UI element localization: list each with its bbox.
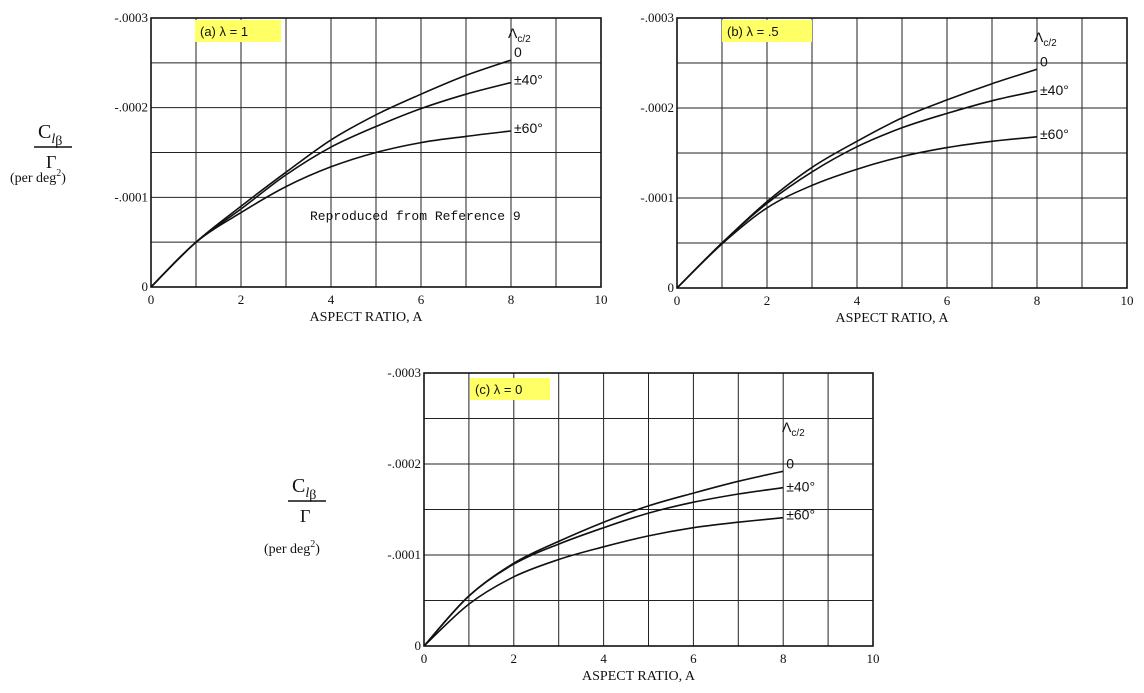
- series-label: ±40°: [786, 479, 815, 495]
- plot-frame: [423, 372, 874, 647]
- y-label-units-sup: 2: [310, 539, 315, 550]
- y-tick-label: -.0003: [114, 10, 148, 25]
- series-line: [150, 130, 512, 288]
- x-tick-label: 10: [595, 292, 608, 307]
- panel-label-highlight: [722, 20, 812, 42]
- series-label: 0: [786, 455, 794, 471]
- panel-label: (b) λ = .5: [727, 24, 779, 39]
- panel-b: 0 2 4 6 8 10 0 -.0001 -.0002 -.0003 ASPECT RATIO, …: [640, 10, 1133, 326]
- x-tick-label: 2: [764, 293, 771, 308]
- x-axis-label: ASPECT RATIO, A: [836, 311, 950, 326]
- x-tick-label: 8: [780, 651, 787, 666]
- x-tick-label: 0: [674, 293, 681, 308]
- panel-c: 0 2 4 6 8 10 0 -.0001 -.0002 -.0003 ASPECT RATIO, …: [387, 365, 879, 684]
- x-tick-label: 6: [944, 293, 951, 308]
- y-label-sub-beta: β: [55, 134, 62, 149]
- svg-text:Clβ: Clβ: [38, 121, 62, 149]
- series-line: [423, 516, 784, 647]
- plot-frame: [676, 17, 1128, 289]
- y-tick-label: -.0002: [640, 100, 674, 115]
- y-label-units-prefix: (per deg: [264, 542, 310, 557]
- y-tick-label: -.0003: [387, 365, 421, 380]
- series-label: ±40°: [514, 72, 543, 88]
- y-label-main: C: [292, 475, 305, 497]
- panel-label-highlight: [195, 20, 281, 42]
- x-tick-label: 2: [238, 292, 245, 307]
- series-line: [423, 486, 784, 647]
- y-tick-label: 0: [415, 638, 422, 653]
- y-label-main: C: [38, 121, 51, 143]
- y-label-units-sup: 2: [56, 168, 61, 179]
- x-tick-label: 10: [1121, 293, 1134, 308]
- y-label-units-suffix: ): [61, 171, 66, 186]
- y-tick-label: -.0002: [114, 100, 148, 115]
- y-label-denominator: Γ: [300, 506, 310, 526]
- series-label: ±60°: [514, 120, 543, 136]
- series-label: ±40°: [1040, 82, 1069, 98]
- series-label: ±60°: [786, 507, 815, 523]
- y-label-sub-l: l: [305, 486, 309, 501]
- x-tick-label: 2: [511, 651, 518, 666]
- y-label-denominator: Γ: [46, 152, 56, 172]
- x-tick-label: 0: [148, 292, 155, 307]
- panel-label: (a) λ = 1: [200, 24, 248, 39]
- series-label: 0: [514, 44, 522, 60]
- plot-frame: [150, 17, 602, 288]
- y-label-units-suffix: ): [315, 542, 320, 557]
- series-label: ±60°: [1040, 126, 1069, 142]
- x-tick-label: 6: [690, 651, 697, 666]
- panel-a: 0 2 4 6 8 10 0 -.0001 -.0002 -.0003 ASPECT RATIO, …: [114, 10, 607, 325]
- reference-note: Reproduced from Reference 9: [310, 209, 521, 224]
- panel-label-highlight: [470, 378, 550, 400]
- series-line: [676, 136, 1038, 289]
- x-tick-label: 8: [508, 292, 515, 307]
- series-label: 0: [1040, 53, 1048, 69]
- y-label-sub-beta: β: [309, 488, 316, 503]
- y-tick-label: -.0002: [387, 456, 421, 471]
- y-tick-label: 0: [668, 280, 675, 295]
- y-tick-label: -.0001: [640, 190, 674, 205]
- x-tick-label: 4: [328, 292, 335, 307]
- x-tick-label: 0: [421, 651, 428, 666]
- series-line: [676, 90, 1038, 289]
- legend-header: Λc/2: [782, 419, 805, 439]
- y-label-units-prefix: (per deg: [10, 171, 56, 186]
- x-axis-label: ASPECT RATIO, A: [582, 669, 696, 684]
- legend-header: Λc/2: [508, 25, 531, 45]
- legend-header: Λc/2: [1034, 29, 1057, 49]
- x-tick-label: 4: [600, 651, 607, 666]
- x-tick-label: 4: [854, 293, 861, 308]
- x-tick-label: 6: [418, 292, 425, 307]
- y-axis-label-top: Clβ Γ (per deg2): [10, 121, 72, 186]
- y-axis-label-bottom: Clβ Γ (per deg2): [264, 475, 326, 557]
- y-label-sub-l: l: [51, 132, 55, 147]
- x-tick-label: 10: [867, 651, 880, 666]
- x-axis-label: ASPECT RATIO, A: [310, 310, 424, 325]
- panel-label: (c) λ = 0: [475, 382, 522, 397]
- svg-text:Clβ: Clβ: [292, 475, 316, 503]
- y-tick-label: -.0001: [387, 547, 421, 562]
- svg-text:(per deg2): (per deg2): [264, 539, 320, 557]
- y-tick-label: 0: [142, 279, 149, 294]
- x-tick-label: 8: [1034, 293, 1041, 308]
- svg-text:(per deg2): (per deg2): [10, 168, 66, 186]
- y-tick-label: -.0003: [640, 10, 674, 25]
- y-tick-label: -.0001: [114, 189, 148, 204]
